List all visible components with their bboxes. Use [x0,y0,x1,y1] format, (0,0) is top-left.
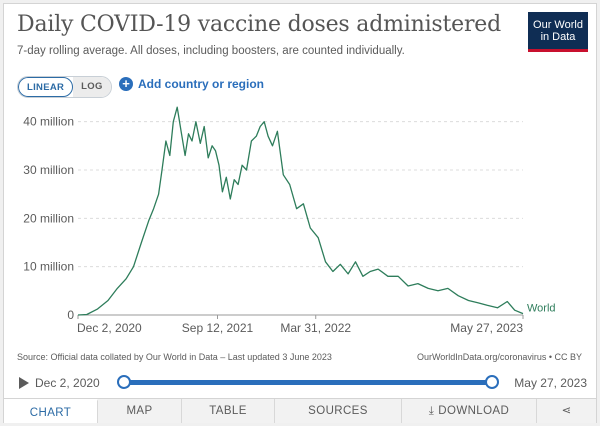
plus-circle-icon: + [119,77,133,91]
tab-table-label: TABLE [209,405,247,417]
tab-table[interactable]: TABLE [182,399,275,423]
x-tick-label: Dec 2, 2020 [77,321,142,335]
timeline: Dec 2, 2020 May 27, 2023 [17,374,587,394]
chart-frame: Daily COVID-19 vaccine doses administere… [3,3,597,423]
tab-download[interactable]: ⤓ DOWNLOAD [402,399,537,423]
tab-download-label: DOWNLOAD [438,405,510,417]
add-country-button[interactable]: + Add country or region [119,77,264,91]
owid-logo[interactable]: Our World in Data [528,12,588,52]
play-icon[interactable] [19,377,29,389]
linear-scale-button[interactable]: LINEAR [18,77,74,97]
series-label-world: World [527,303,556,315]
series-line-world [77,106,524,316]
timeline-end-label: May 27, 2023 [514,376,587,390]
y-tick-label: 30 million [23,163,74,177]
tab-sources-label: SOURCES [308,405,368,417]
scale-toggle: LINEAR LOG [17,76,112,98]
tab-chart[interactable]: CHART [4,399,98,423]
timeline-start-label: Dec 2, 2020 [35,376,100,390]
y-tick-label: 0 [67,308,74,322]
line-chart: 0 10 million 20 million 30 million 40 millio… [23,106,556,335]
x-tick-label: May 27, 2023 [450,321,523,335]
x-tick-label: Mar 31, 2022 [280,321,351,335]
tab-map[interactable]: MAP [98,399,182,423]
logo-line-1: Our World [533,19,583,31]
share-icon: ⋖ [561,405,572,417]
credit-link[interactable]: OurWorldInData.org/coronavirus • CC BY [416,352,582,362]
source-note: Source: Official data collated by Our Wo… [17,352,332,362]
y-tick-label: 40 million [23,115,74,129]
timeline-track[interactable] [124,380,493,385]
tab-map-label: MAP [126,405,153,417]
timeline-start-handle[interactable] [117,375,131,389]
add-country-label: Add country or region [138,77,264,91]
y-tick-label: 20 million [23,211,74,225]
logo-line-2: in Data [540,31,576,43]
x-tick-label: Sep 12, 2021 [182,321,254,335]
tab-sources[interactable]: SOURCES [275,399,402,423]
tab-bar: CHART MAP TABLE SOURCES ⤓ DOWNLOAD ⋖ [4,398,596,423]
log-scale-button[interactable]: LOG [73,77,111,97]
tab-chart-label: CHART [29,407,72,419]
timeline-end-handle[interactable] [485,375,499,389]
chart-subtitle: 7-day rolling average. All doses, includ… [17,45,405,57]
y-tick-label: 10 million [23,260,74,274]
chart-title: Daily COVID-19 vaccine doses administere… [17,12,501,37]
tab-share[interactable]: ⋖ [537,399,596,423]
download-icon: ⤓ [428,405,435,417]
